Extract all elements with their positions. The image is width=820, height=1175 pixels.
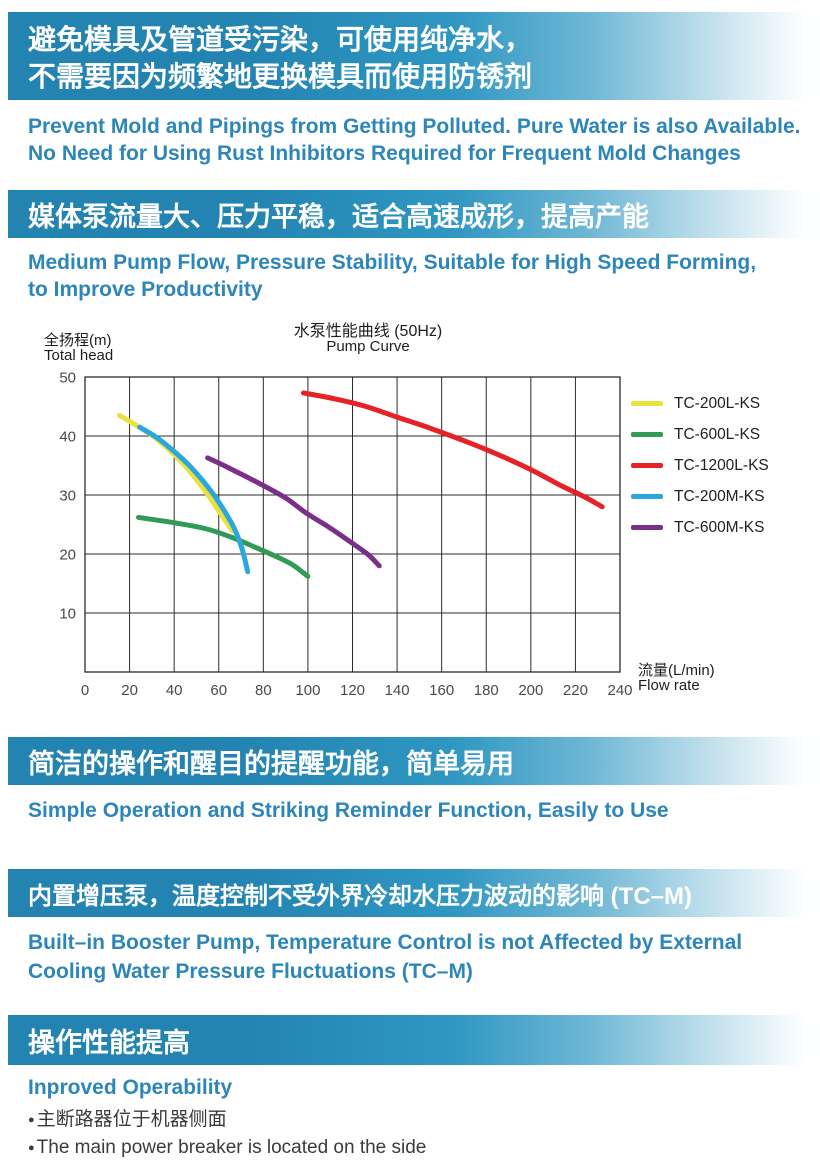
y-tick-label: 40 xyxy=(59,429,76,446)
y-tick-label: 50 xyxy=(59,370,76,387)
subtitle-line1: Medium Pump Flow, Pressure Stability, Su… xyxy=(28,251,757,274)
subtitle-line1: Prevent Mold and Pipings from Getting Po… xyxy=(28,115,801,138)
subtitle-line1: Simple Operation and Striking Reminder F… xyxy=(28,799,669,822)
section-subtitle-booster-pump: Built–in Booster Pump, Temperature Contr… xyxy=(28,928,742,986)
legend-label: TC-600L-KS xyxy=(674,425,761,443)
legend-label: TC-1200L-KS xyxy=(674,456,769,474)
section-subtitle-operability: Inproved Operability xyxy=(28,1074,232,1101)
x-tick-label: 80 xyxy=(255,682,272,699)
bullet-item-cn: ● 主断路器位于机器侧面 xyxy=(28,1106,426,1134)
bullet-icon: ● xyxy=(28,1142,35,1154)
legend-item: TC-600M-KS xyxy=(631,512,769,543)
curve-TC-200M-KS xyxy=(137,424,251,575)
legend-item: TC-200L-KS xyxy=(631,388,769,419)
bullet-text-cn: 主断路器位于机器侧面 xyxy=(36,1109,227,1130)
legend-label: TC-200M-KS xyxy=(674,487,765,505)
y-tick-label: 20 xyxy=(59,547,76,564)
pump-curve-plot: 0 20 40 60 80 100 120 140 160 180 200 220 240 10 20 30 4… xyxy=(59,370,632,700)
section-subtitle-simple-operation: Simple Operation and Striking Reminder F… xyxy=(28,797,669,824)
subtitle-line1: Built–in Booster Pump, Temperature Contr… xyxy=(28,931,743,954)
x-tick-label: 240 xyxy=(607,682,632,699)
chart-title-en: Pump Curve xyxy=(326,338,410,355)
legend-swatch-icon xyxy=(631,400,663,407)
section-subtitle-pump-flow: Medium Pump Flow, Pressure Stability, Su… xyxy=(28,249,756,303)
x-tick-label: 220 xyxy=(563,682,588,699)
pump-curve-chart: 0 20 40 60 80 100 120 140 160 180 200 220 240 10 20 30 4… xyxy=(0,315,820,715)
section-banner-operability: 操作性能提高 xyxy=(8,1015,820,1065)
section-subtitle-pure-water: Prevent Mold and Pipings from Getting Po… xyxy=(28,113,800,167)
section-banner-booster-pump: 内置增压泵，温度控制不受外界冷却水压力波动的影响 (TC–M) xyxy=(8,869,820,917)
legend-item: TC-1200L-KS xyxy=(631,450,769,481)
legend-swatch-icon xyxy=(631,462,663,469)
x-tick-label: 120 xyxy=(340,682,365,699)
y-tick-label: 10 xyxy=(59,606,76,623)
chart-title-cn: 水泵性能曲线 (50Hz) xyxy=(293,323,443,340)
curve-TC-600M-KS xyxy=(205,455,382,569)
x-tick-label: 20 xyxy=(121,682,138,699)
subtitle-line1: Inproved Operability xyxy=(28,1076,233,1099)
banner-title-cn: 简洁的操作和醒目的提醒功能，简单易用 xyxy=(28,748,514,779)
x-axis-label-en: Flow rate xyxy=(638,677,700,694)
chart-legend: TC-200L-KS TC-600L-KS TC-1200L-KS TC-200M-K… xyxy=(631,388,769,543)
legend-label: TC-600M-KS xyxy=(674,518,765,536)
legend-label: TC-200L-KS xyxy=(674,394,761,412)
x-tick-label: 40 xyxy=(166,682,183,699)
y-axis-label-cn: 全扬程(m) xyxy=(44,332,112,349)
curve-TC-200L-KS xyxy=(117,412,235,533)
banner-title-cn: 操作性能提高 xyxy=(28,1027,190,1058)
legend-swatch-icon xyxy=(631,431,663,438)
subtitle-line2: Cooling Water Pressure Fluctuations (TC–… xyxy=(28,960,473,983)
x-tick-label: 100 xyxy=(295,682,320,699)
curve-TC-1200L-KS xyxy=(300,390,605,510)
section-banner-pump-flow: 媒体泵流量大、压力平稳，适合高速成形，提高产能 xyxy=(8,190,820,238)
x-axis-label-cn: 流量(L/min) xyxy=(638,662,715,679)
legend-item: TC-600L-KS xyxy=(631,419,769,450)
bullet-item-en: ● The main power breaker is located on th… xyxy=(28,1134,426,1162)
subtitle-line2: to Improve Productivity xyxy=(28,278,263,301)
section-banner-pure-water: 避免模具及管道受污染，可使用纯净水， 不需要因为频繁地更换模具而使用防锈剂 xyxy=(8,12,820,100)
legend-item: TC-200M-KS xyxy=(631,481,769,512)
legend-swatch-icon xyxy=(631,493,663,500)
x-tick-label: 140 xyxy=(385,682,410,699)
x-tick-label: 60 xyxy=(210,682,227,699)
x-tick-label: 0 xyxy=(81,682,89,699)
feature-bullet-list: ● 主断路器位于机器侧面 ● The main power breaker is l… xyxy=(28,1106,426,1162)
banner-title-cn-line1: 避免模具及管道受污染，可使用纯净水， xyxy=(28,24,533,55)
curve-TC-600L-KS xyxy=(136,514,311,579)
banner-title-cn-line2: 不需要因为频繁地更换模具而使用防锈剂 xyxy=(28,61,533,92)
banner-title-cn: 媒体泵流量大、压力平稳，适合高速成形，提高产能 xyxy=(28,201,649,232)
x-tick-label: 180 xyxy=(474,682,499,699)
x-tick-label: 200 xyxy=(518,682,543,699)
bullet-text-en: The main power breaker is located on the… xyxy=(36,1137,427,1158)
bullet-icon: ● xyxy=(28,1114,35,1126)
x-tick-label: 160 xyxy=(429,682,454,699)
y-tick-label: 30 xyxy=(59,488,76,505)
subtitle-line2: No Need for Using Rust Inhibitors Requir… xyxy=(28,142,741,165)
section-banner-simple-operation: 简洁的操作和醒目的提醒功能，简单易用 xyxy=(8,737,820,785)
legend-swatch-icon xyxy=(631,524,663,531)
plot-border xyxy=(84,376,621,673)
banner-title-cn: 内置增压泵，温度控制不受外界冷却水压力波动的影响 (TC–M) xyxy=(28,882,692,910)
y-axis-label-en: Total head xyxy=(44,347,114,364)
